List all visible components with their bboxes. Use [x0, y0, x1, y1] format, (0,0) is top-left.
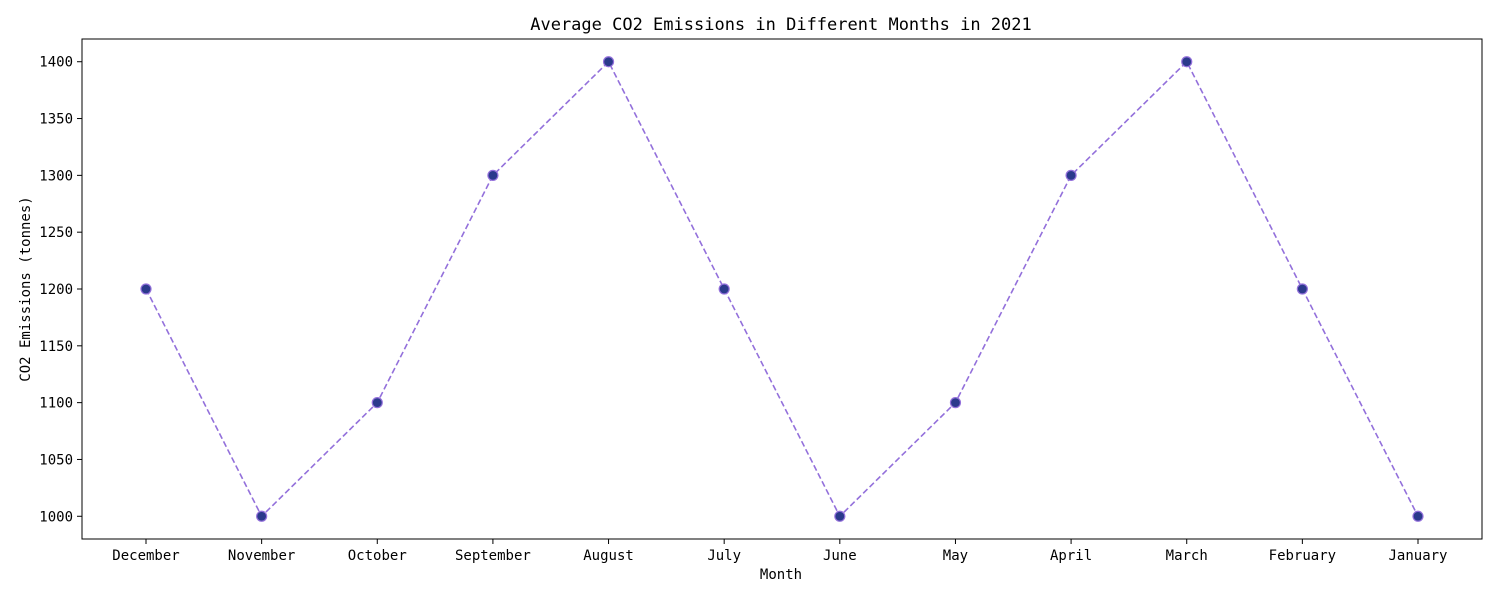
data-point [718, 283, 730, 295]
y-tick-label: 1300 [39, 168, 73, 184]
x-axis: December November October September August Ju… [112, 539, 1448, 564]
x-tick-label: September [455, 548, 531, 564]
x-tick-label: February [1269, 548, 1336, 564]
y-tick-label: 1050 [39, 452, 73, 468]
y-axis: 1000 1050 1100 1150 1200 1250 1300 1350 1400 [39, 55, 82, 525]
y-tick-label: 1100 [39, 396, 73, 412]
x-tick-label: January [1388, 548, 1447, 564]
x-tick-label: May [943, 548, 968, 564]
y-tick-label: 1350 [39, 112, 73, 128]
data-point [1181, 56, 1193, 68]
data-point [487, 169, 499, 181]
series-markers [140, 56, 1424, 522]
data-point [140, 283, 152, 295]
x-tick-label: July [707, 548, 741, 564]
x-tick-label: August [583, 548, 634, 564]
y-tick-label: 1000 [39, 509, 73, 525]
data-point [1412, 510, 1424, 522]
chart-title: Average CO2 Emissions in Different Month… [530, 15, 1032, 35]
y-tick-label: 1250 [39, 225, 73, 241]
y-axis-label: CO2 Emissions (tonnes) [18, 196, 34, 381]
x-tick-label: June [823, 548, 857, 564]
x-tick-label: December [112, 548, 179, 564]
y-tick-label: 1400 [39, 55, 73, 71]
data-point [949, 397, 962, 409]
data-point [256, 510, 268, 522]
data-point [602, 56, 615, 68]
x-tick-label: October [348, 548, 407, 564]
y-tick-label: 1200 [39, 282, 73, 298]
y-tick-label: 1150 [39, 339, 73, 355]
x-tick-label: April [1050, 548, 1092, 564]
series-line [145, 60, 1419, 518]
data-point [371, 397, 383, 409]
plot-area-frame [81, 38, 1483, 540]
data-point [1296, 283, 1308, 295]
data-point [1065, 169, 1077, 181]
x-tick-label: March [1166, 548, 1208, 564]
x-axis-label: Month [760, 567, 802, 583]
data-point [834, 510, 846, 522]
x-tick-label: November [228, 548, 295, 564]
